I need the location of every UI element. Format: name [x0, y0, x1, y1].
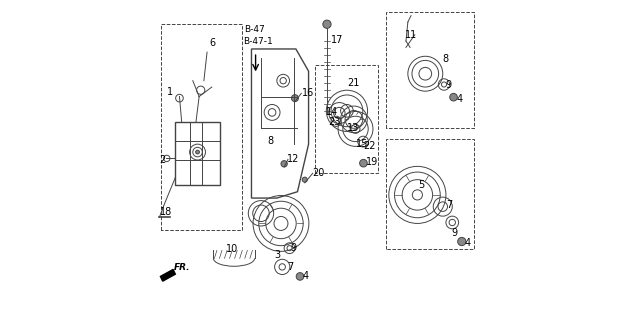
Text: 20: 20 [313, 168, 325, 178]
Text: 9: 9 [451, 228, 458, 238]
Text: 4: 4 [303, 271, 309, 281]
Text: 1: 1 [167, 87, 173, 97]
Circle shape [302, 177, 307, 182]
Text: 5: 5 [418, 180, 425, 190]
Text: 23: 23 [329, 117, 341, 127]
Text: FR.: FR. [173, 263, 191, 272]
Circle shape [449, 93, 458, 101]
Text: 19: 19 [366, 156, 378, 167]
Text: 9: 9 [446, 79, 452, 90]
Text: 4: 4 [457, 94, 463, 104]
Text: 16: 16 [301, 88, 314, 98]
Text: 15: 15 [356, 139, 368, 148]
Text: 13: 13 [347, 123, 359, 133]
Text: 18: 18 [160, 207, 172, 217]
Text: 22: 22 [363, 141, 376, 151]
Text: 17: 17 [331, 35, 343, 45]
Text: 9: 9 [291, 243, 297, 252]
Text: 2: 2 [160, 155, 166, 165]
Circle shape [281, 161, 287, 167]
Circle shape [291, 95, 298, 102]
Polygon shape [160, 269, 175, 281]
Circle shape [360, 159, 367, 167]
Text: 21: 21 [348, 78, 360, 88]
Circle shape [196, 150, 199, 154]
Circle shape [458, 237, 466, 246]
Text: 10: 10 [226, 244, 239, 254]
Text: 14: 14 [326, 108, 338, 117]
Text: 6: 6 [210, 38, 216, 48]
Text: 3: 3 [275, 250, 281, 260]
Text: B-47: B-47 [244, 25, 265, 34]
Circle shape [296, 273, 304, 280]
Text: 11: 11 [404, 30, 417, 40]
Text: 8: 8 [442, 54, 449, 64]
Text: 7: 7 [446, 200, 452, 210]
Text: 4: 4 [465, 238, 470, 248]
Circle shape [323, 20, 331, 28]
Text: 8: 8 [267, 136, 273, 146]
Bar [175, 122, 220, 185]
Text: 12: 12 [287, 154, 299, 164]
Text: B-47-1: B-47-1 [244, 36, 273, 45]
Text: 7: 7 [287, 262, 294, 272]
